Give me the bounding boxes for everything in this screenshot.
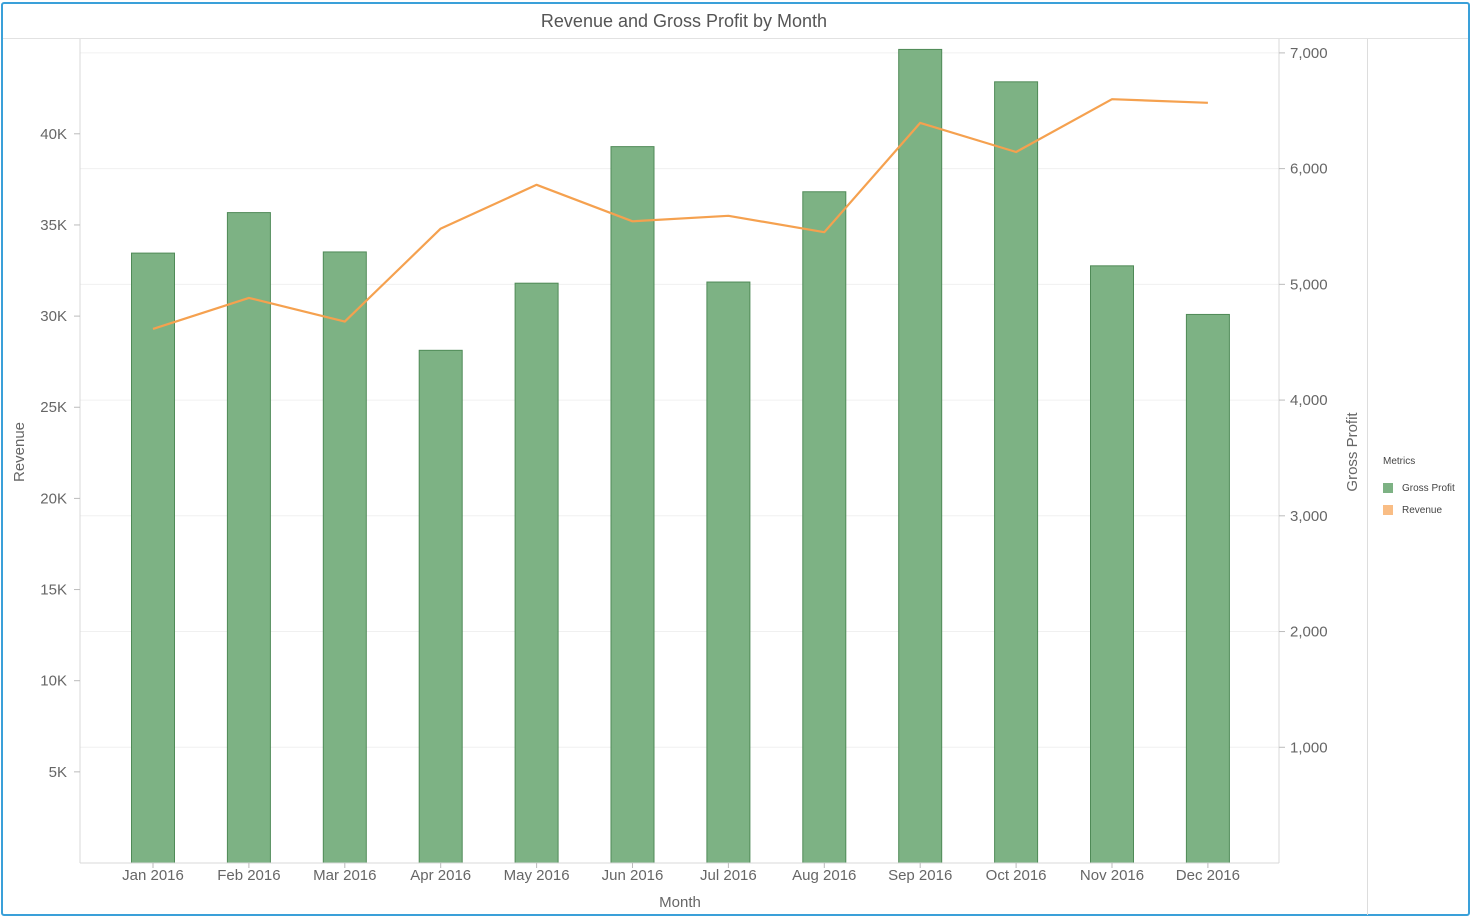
legend-item-gross-profit[interactable]: Gross Profit bbox=[1383, 477, 1455, 499]
bar bbox=[1090, 265, 1134, 864]
y-right-tick-label: 5,000 bbox=[1290, 276, 1328, 293]
legend-divider bbox=[1367, 39, 1368, 915]
y-left-tick-label: 10K bbox=[40, 673, 67, 690]
bar bbox=[1185, 313, 1230, 864]
y-left-tick-label: 40K bbox=[40, 126, 67, 143]
x-tick-label: Mar 2016 bbox=[313, 867, 376, 884]
x-tick-label: May 2016 bbox=[504, 867, 570, 884]
chart-title: Revenue and Gross Profit by Month bbox=[540, 11, 828, 31]
revenue-line bbox=[152, 98, 1208, 330]
bar-series-gross-profit bbox=[131, 48, 1230, 864]
y-right-tick-label: 6,000 bbox=[1290, 161, 1328, 178]
y-right-tick-label: 3,000 bbox=[1290, 508, 1328, 525]
gridlines bbox=[80, 52, 1279, 748]
right-axis-ticks: 1,000 2,000 3,000 4,000 5,000 6,000 7,000 bbox=[1279, 45, 1328, 756]
legend-swatch-revenue bbox=[1383, 505, 1393, 515]
y-left-tick-label: 20K bbox=[40, 490, 67, 507]
x-tick-label: Aug 2016 bbox=[792, 867, 856, 884]
title-divider bbox=[3, 38, 1468, 39]
bar bbox=[514, 282, 559, 864]
y-left-tick-label: 25K bbox=[40, 399, 67, 416]
bar bbox=[802, 191, 847, 864]
bar bbox=[898, 48, 943, 864]
bar bbox=[706, 281, 751, 864]
legend-swatch-gross-profit bbox=[1383, 483, 1393, 493]
legend-label-revenue: Revenue bbox=[1402, 504, 1443, 516]
x-tick-label: Jun 2016 bbox=[602, 867, 664, 884]
bar bbox=[226, 212, 271, 864]
y-right-tick-label: 7,000 bbox=[1290, 45, 1328, 62]
left-axis-ticks: 5K 10K 15K 20K 25K 30K 35K 40K bbox=[40, 126, 80, 781]
legend-title: Metrics bbox=[1383, 456, 1416, 467]
x-axis-ticks: Jan 2016 Feb 2016 Mar 2016 Apr 2016 May 2016… bbox=[122, 863, 1240, 884]
axes bbox=[79, 39, 1280, 864]
y-axis-label-left: Revenue bbox=[11, 422, 28, 482]
bar bbox=[610, 146, 655, 864]
bar bbox=[131, 252, 175, 864]
x-tick-label: Sep 2016 bbox=[888, 867, 952, 884]
bar bbox=[418, 349, 463, 864]
y-left-tick-label: 15K bbox=[40, 582, 67, 599]
y-left-tick-label: 30K bbox=[40, 308, 67, 325]
legend-label-gross-profit: Gross Profit bbox=[1402, 482, 1455, 494]
x-tick-label: Apr 2016 bbox=[410, 867, 471, 884]
legend-item-revenue[interactable]: Revenue bbox=[1383, 499, 1455, 521]
y-axis-label-right: Gross Profit bbox=[1344, 412, 1361, 492]
line-series-revenue bbox=[152, 98, 1208, 330]
bar bbox=[994, 81, 1039, 864]
y-right-tick-label: 1,000 bbox=[1290, 739, 1328, 756]
y-left-tick-label: 5K bbox=[49, 764, 67, 781]
x-tick-label: Dec 2016 bbox=[1176, 867, 1240, 884]
y-left-tick-label: 35K bbox=[40, 217, 67, 234]
x-tick-label: Jul 2016 bbox=[700, 867, 757, 884]
y-right-tick-label: 4,000 bbox=[1290, 392, 1328, 409]
x-tick-label: Jan 2016 bbox=[122, 867, 184, 884]
x-tick-label: Oct 2016 bbox=[986, 867, 1047, 884]
x-tick-label: Feb 2016 bbox=[217, 867, 280, 884]
y-right-tick-label: 2,000 bbox=[1290, 624, 1328, 641]
x-axis-label: Month bbox=[659, 894, 701, 911]
bar bbox=[322, 251, 367, 864]
x-tick-label: Nov 2016 bbox=[1080, 867, 1144, 884]
legend: Metrics Gross Profit Revenue bbox=[1383, 456, 1455, 521]
